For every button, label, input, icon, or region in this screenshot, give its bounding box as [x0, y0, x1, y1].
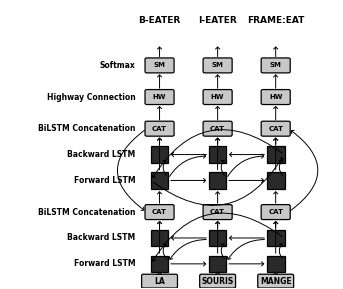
Text: Highway Connection: Highway Connection: [47, 92, 135, 101]
FancyBboxPatch shape: [203, 121, 232, 136]
Text: Backward LSTM: Backward LSTM: [67, 234, 135, 242]
Text: CAT: CAT: [152, 209, 167, 215]
FancyBboxPatch shape: [151, 256, 168, 272]
Text: Forward LSTM: Forward LSTM: [74, 176, 135, 185]
FancyBboxPatch shape: [145, 121, 174, 136]
Text: CAT: CAT: [210, 209, 225, 215]
FancyBboxPatch shape: [151, 172, 168, 189]
Text: HW: HW: [269, 94, 282, 100]
FancyBboxPatch shape: [261, 58, 290, 73]
FancyBboxPatch shape: [258, 274, 294, 288]
FancyBboxPatch shape: [203, 90, 232, 105]
FancyBboxPatch shape: [267, 146, 285, 163]
FancyBboxPatch shape: [145, 205, 174, 220]
Text: Forward LSTM: Forward LSTM: [74, 259, 135, 268]
FancyBboxPatch shape: [209, 146, 226, 163]
FancyBboxPatch shape: [151, 230, 168, 246]
FancyBboxPatch shape: [151, 146, 168, 163]
Text: Backward LSTM: Backward LSTM: [67, 150, 135, 159]
Text: Softmax: Softmax: [100, 61, 135, 70]
FancyBboxPatch shape: [145, 58, 174, 73]
Text: CAT: CAT: [268, 209, 283, 215]
FancyBboxPatch shape: [203, 58, 232, 73]
FancyBboxPatch shape: [209, 230, 226, 246]
FancyBboxPatch shape: [267, 172, 285, 189]
Text: MANGE: MANGE: [260, 277, 292, 286]
FancyBboxPatch shape: [209, 172, 226, 189]
Text: CAT: CAT: [268, 126, 283, 132]
FancyBboxPatch shape: [261, 121, 290, 136]
Text: I-EATER: I-EATER: [198, 16, 237, 25]
FancyBboxPatch shape: [200, 274, 236, 288]
Text: HW: HW: [211, 94, 224, 100]
FancyBboxPatch shape: [203, 205, 232, 220]
Text: BiLSTM Concatenation: BiLSTM Concatenation: [38, 124, 135, 133]
FancyBboxPatch shape: [145, 90, 174, 105]
FancyBboxPatch shape: [261, 90, 290, 105]
FancyBboxPatch shape: [261, 205, 290, 220]
Text: BiLSTM Concatenation: BiLSTM Concatenation: [38, 208, 135, 216]
Text: CAT: CAT: [152, 126, 167, 132]
FancyBboxPatch shape: [267, 256, 285, 272]
Text: SM: SM: [154, 62, 165, 68]
Text: SOURIS: SOURIS: [201, 277, 234, 286]
FancyBboxPatch shape: [142, 274, 177, 288]
Text: SM: SM: [270, 62, 282, 68]
FancyBboxPatch shape: [209, 256, 226, 272]
Text: B-EATER: B-EATER: [139, 16, 181, 25]
Text: CAT: CAT: [210, 126, 225, 132]
FancyBboxPatch shape: [267, 230, 285, 246]
Text: LA: LA: [154, 277, 165, 286]
Text: HW: HW: [153, 94, 166, 100]
Text: SM: SM: [212, 62, 224, 68]
Text: FRAME:EAT: FRAME:EAT: [247, 16, 304, 25]
